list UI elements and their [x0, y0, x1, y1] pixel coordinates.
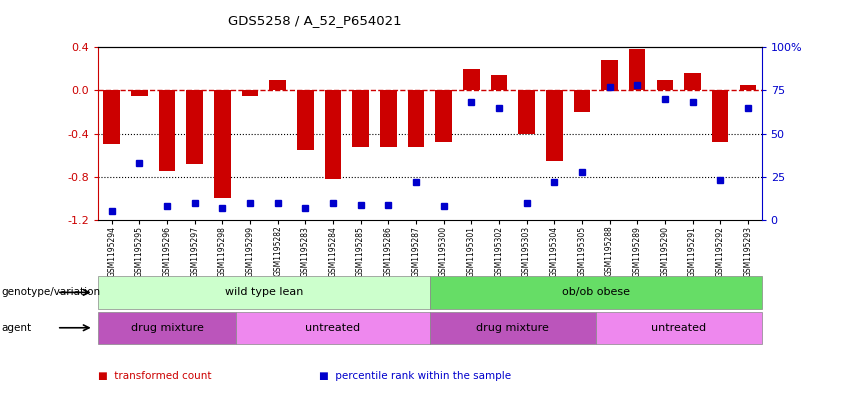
- Text: untreated: untreated: [651, 323, 706, 333]
- Bar: [408, 90, 424, 147]
- Bar: [545, 90, 563, 161]
- Bar: [380, 90, 397, 147]
- Text: genotype/variation: genotype/variation: [2, 287, 100, 298]
- Text: wild type lean: wild type lean: [225, 287, 303, 298]
- Bar: [490, 75, 507, 90]
- Text: GDS5258 / A_52_P654021: GDS5258 / A_52_P654021: [228, 14, 402, 27]
- Bar: [684, 73, 700, 90]
- Bar: [214, 90, 231, 198]
- Bar: [352, 90, 368, 147]
- Bar: [158, 90, 175, 171]
- Bar: [629, 49, 645, 90]
- Text: untreated: untreated: [306, 323, 361, 333]
- Text: ■  transformed count: ■ transformed count: [98, 371, 211, 382]
- Bar: [656, 79, 673, 90]
- Bar: [711, 90, 728, 142]
- Text: drug mixture: drug mixture: [130, 323, 203, 333]
- Bar: [297, 90, 313, 150]
- Text: ob/ob obese: ob/ob obese: [562, 287, 630, 298]
- Bar: [269, 79, 286, 90]
- Bar: [324, 90, 341, 179]
- Bar: [131, 90, 148, 96]
- Bar: [740, 85, 756, 90]
- Bar: [186, 90, 203, 164]
- Bar: [463, 69, 479, 90]
- Bar: [601, 60, 618, 90]
- Bar: [435, 90, 452, 142]
- Bar: [518, 90, 534, 134]
- Bar: [574, 90, 590, 112]
- Text: agent: agent: [2, 323, 31, 333]
- Bar: [104, 90, 120, 144]
- Text: ■  percentile rank within the sample: ■ percentile rank within the sample: [319, 371, 511, 382]
- Text: drug mixture: drug mixture: [477, 323, 549, 333]
- Bar: [242, 90, 258, 96]
